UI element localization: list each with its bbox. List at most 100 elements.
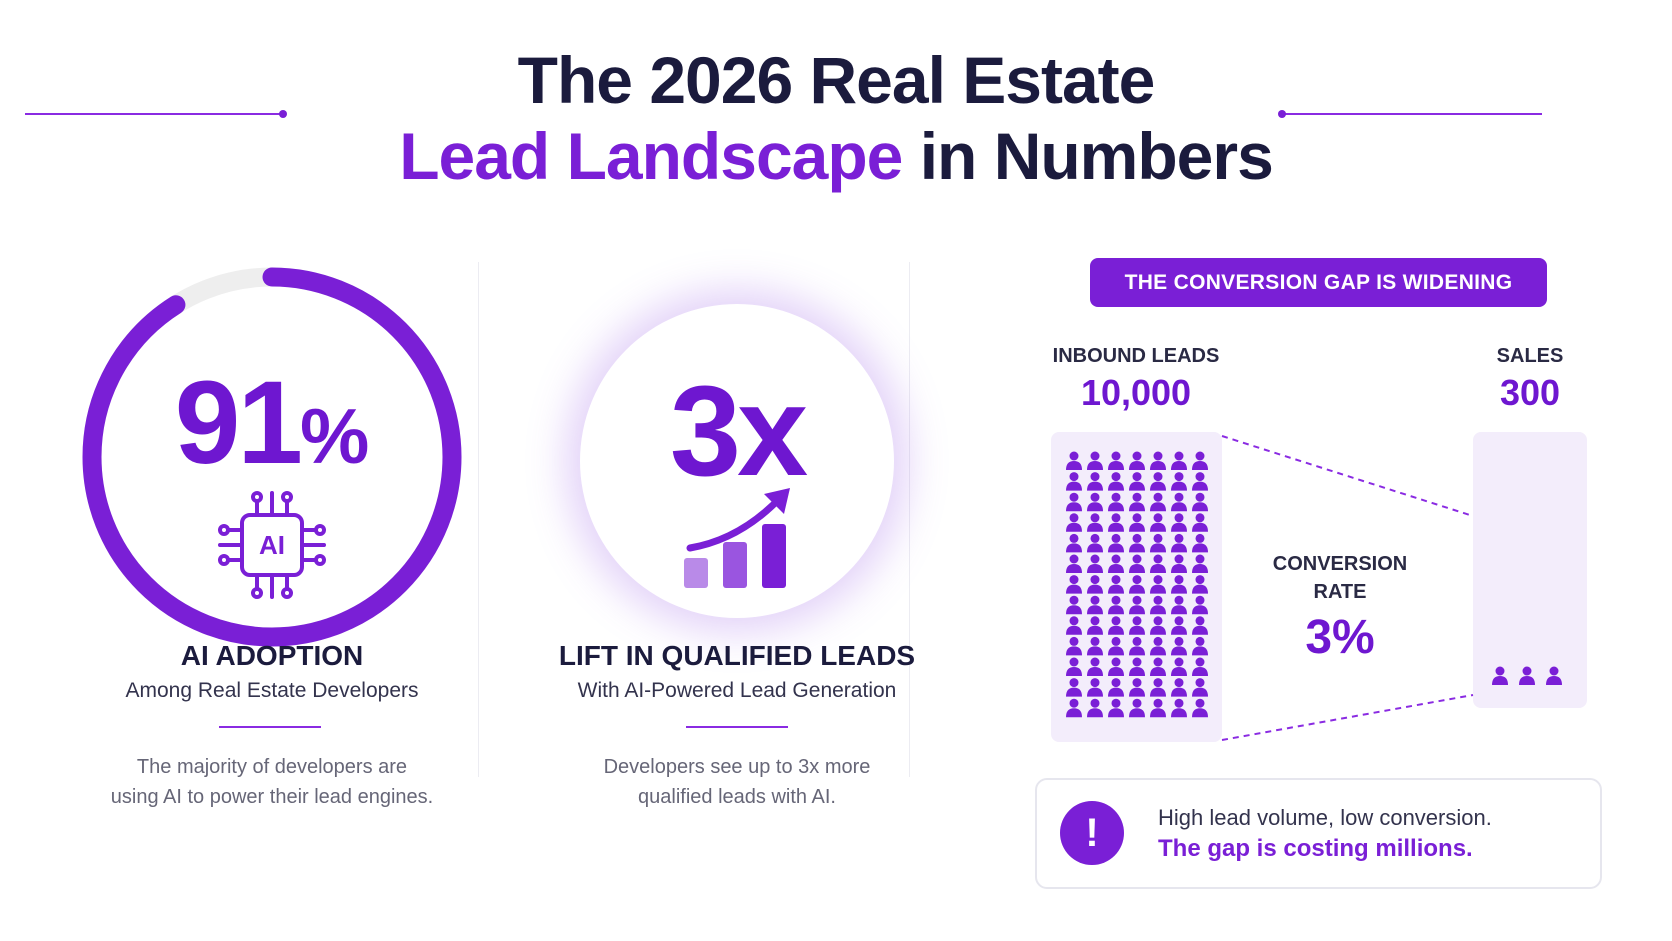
- person-icon: [1546, 666, 1562, 685]
- person-icon: [1108, 657, 1124, 676]
- sales-panel: [1473, 432, 1587, 708]
- person-icon: [1066, 678, 1082, 697]
- title-rule-right: [1278, 110, 1542, 118]
- person-icon: [1087, 451, 1103, 470]
- person-icon: [1150, 678, 1166, 697]
- person-icon: [1150, 616, 1166, 635]
- conversion-rate-label-line1: CONVERSION: [1272, 553, 1408, 575]
- person-icon: [1066, 472, 1082, 491]
- qualified-leads-rule: [686, 726, 788, 728]
- person-icon: [1066, 451, 1082, 470]
- person-icon: [1171, 554, 1187, 573]
- sales-label: SALES: [1496, 345, 1564, 367]
- person-icon: [1150, 575, 1166, 594]
- person-icon: [1171, 451, 1187, 470]
- person-icon: [1087, 472, 1103, 491]
- person-icon: [1171, 595, 1187, 615]
- person-icon: [1171, 698, 1187, 718]
- column-divider-2: [909, 262, 910, 777]
- person-icon: [1150, 636, 1166, 656]
- person-icon: [1108, 513, 1124, 532]
- page-title-rest: in Numbers: [902, 119, 1274, 193]
- person-icon: [1108, 595, 1124, 615]
- growth-bar-chart-icon: [684, 488, 790, 588]
- ai-chip-label: AI: [259, 530, 285, 560]
- qualified-leads-heading: LIFT IN QUALIFIED LEADS: [558, 640, 916, 671]
- person-icon: [1171, 492, 1187, 512]
- ai-adoption-number: 91: [174, 357, 303, 489]
- person-icon: [1150, 472, 1166, 491]
- qualified-leads-subheading: With AI-Powered Lead Generation: [577, 679, 897, 702]
- person-icon: [1150, 657, 1166, 676]
- person-icon: [1129, 492, 1145, 512]
- ai-adoption-description: The majority of developers are using AI …: [60, 752, 484, 812]
- person-icon: [1192, 595, 1208, 615]
- person-icon: [1171, 636, 1187, 656]
- person-icon: [1108, 492, 1124, 512]
- person-icon: [1192, 575, 1208, 594]
- person-icon: [1087, 533, 1103, 553]
- person-icon: [1129, 472, 1145, 491]
- person-icon: [1087, 554, 1103, 573]
- person-icon: [1129, 575, 1145, 594]
- qualified-leads-description: Developers see up to 3x more qualified l…: [520, 752, 954, 812]
- column-divider-1: [478, 262, 479, 777]
- alert-card: [1035, 778, 1602, 889]
- person-icon: [1150, 451, 1166, 470]
- ai-adoption-heading: AI ADOPTION: [180, 640, 364, 671]
- person-icon: [1087, 616, 1103, 635]
- person-icon: [1108, 554, 1124, 573]
- alert-message: High lead volume, low conversion.: [1158, 805, 1492, 830]
- person-icon: [1066, 636, 1082, 656]
- person-icon: [1192, 616, 1208, 635]
- ai-adoption-rule: [219, 726, 321, 728]
- sales-people-row: [1492, 666, 1562, 685]
- person-icon: [1108, 678, 1124, 697]
- person-icon: [1129, 698, 1145, 718]
- page-title-line1: The 2026 Real Estate: [517, 43, 1156, 117]
- ai-adoption-description-line1: The majority of developers are: [136, 756, 408, 778]
- sales-value: 300: [1499, 372, 1561, 413]
- inbound-leads-people-grid: [1066, 451, 1208, 718]
- qualified-leads-description-line2: qualified leads with AI.: [638, 786, 836, 808]
- person-icon: [1150, 554, 1166, 573]
- conversion-gap-banner: THE CONVERSION GAP IS WIDENING: [1090, 258, 1547, 307]
- person-icon: [1129, 554, 1145, 573]
- person-icon: [1192, 698, 1208, 718]
- person-icon: [1087, 492, 1103, 512]
- person-icon: [1066, 513, 1082, 532]
- page-title-accent: Lead Landscape: [399, 119, 903, 193]
- ai-adoption-value: 91%: [73, 355, 471, 491]
- person-icon: [1066, 575, 1082, 594]
- conversion-rate-label: CONVERSION RATE: [1250, 550, 1430, 606]
- person-icon: [1066, 616, 1082, 635]
- person-icon: [1129, 533, 1145, 553]
- person-icon: [1492, 666, 1508, 685]
- person-icon: [1192, 492, 1208, 512]
- exclamation-icon: !: [1060, 801, 1124, 865]
- person-icon: [1066, 533, 1082, 553]
- person-icon: [1150, 595, 1166, 615]
- title-rule-left: [25, 110, 287, 118]
- person-icon: [1192, 533, 1208, 553]
- ai-adoption-unit: %: [299, 392, 370, 480]
- person-icon: [1519, 666, 1535, 685]
- person-icon: [1171, 616, 1187, 635]
- person-icon: [1108, 636, 1124, 656]
- person-icon: [1129, 451, 1145, 470]
- inbound-leads-label: INBOUND LEADS: [1052, 345, 1220, 367]
- person-icon: [1087, 513, 1103, 532]
- person-icon: [1087, 657, 1103, 676]
- person-icon: [1192, 554, 1208, 573]
- person-icon: [1129, 657, 1145, 676]
- person-icon: [1171, 575, 1187, 594]
- person-icon: [1066, 492, 1082, 512]
- conversion-rate-label-line2: RATE: [1313, 581, 1367, 603]
- qualified-leads-description-line1: Developers see up to 3x more: [603, 756, 871, 778]
- person-icon: [1129, 678, 1145, 697]
- person-icon: [1129, 616, 1145, 635]
- person-icon: [1129, 636, 1145, 656]
- person-icon: [1087, 636, 1103, 656]
- qualified-leads-value: 3x: [669, 360, 808, 503]
- person-icon: [1171, 657, 1187, 676]
